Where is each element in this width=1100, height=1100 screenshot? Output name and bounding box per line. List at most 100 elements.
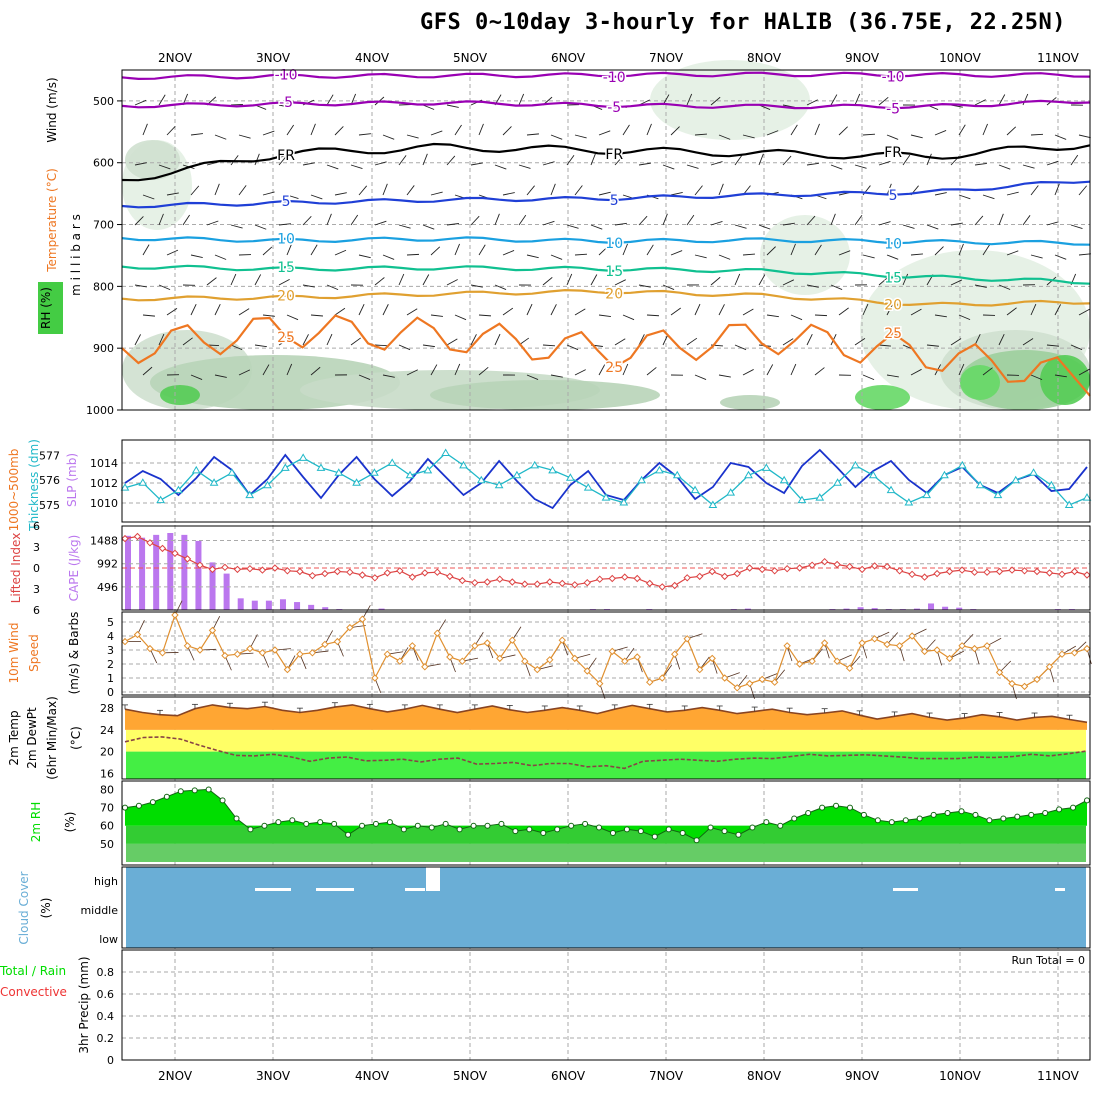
li-line-point [621,573,629,581]
date-label-bottom: 7NOV [649,1069,684,1083]
wind-barb [638,284,651,288]
wind-barb [854,93,861,106]
wind-barb [286,363,293,376]
wind-speed-line-point [433,629,442,637]
wind-barb [230,344,243,351]
wind-barb [502,307,514,316]
wind-speed-line-point [471,642,479,650]
dewpoint-line [124,736,1088,770]
wind-barb [590,274,598,286]
contour-label: 15 [605,264,623,280]
wind-speed-line-point [983,642,991,650]
wind-barb [1006,191,1019,196]
wind-barb [982,367,993,376]
cloud-tick-label: low [99,933,118,946]
cape-bar [928,603,935,610]
wind-barb [262,191,275,196]
wind-barb [238,134,251,139]
cape-tick-label: 1488 [90,535,118,548]
date-label-bottom: 4NOV [355,1069,390,1083]
contour-label: 25 [277,330,295,346]
wind-barb [182,337,193,346]
wind-speed-line-point [371,674,379,682]
wind-barb [238,185,247,196]
wind-barb [158,284,171,291]
wind-speed-line-point [820,639,829,647]
wind-barb [574,308,586,316]
wind-barb [886,134,899,140]
cloud-tick-label: high [94,875,118,888]
cape-bar [843,608,850,610]
li-line-point [533,580,541,588]
contour-label: 15 [884,271,902,287]
wind-barb [1078,185,1088,196]
wind-barb [1006,250,1019,256]
wind-barb [302,284,315,288]
wind-barb [974,284,987,288]
wind-barb [910,308,922,316]
wind-barb [686,164,699,169]
thickness-label-1: 1000~500mb [7,449,21,532]
thickness-point [370,468,379,476]
wind-barb [662,213,668,226]
wind-barb [1030,185,1039,196]
wind-barb [830,94,838,106]
cape-bar [294,602,301,610]
wind-barb [886,374,899,378]
wind-barb [974,334,981,346]
wind-barb [190,185,200,196]
date-label-bottom: 8NOV [747,1069,782,1083]
rh-line-point [582,820,589,827]
wind-barb [358,303,365,316]
cape-label: CAPE (J/kg) [67,535,81,602]
rh-line-point [1042,810,1049,817]
wind-barb [190,374,203,380]
wind-barb [598,364,606,376]
wind-tick-label: 3 [107,644,114,657]
contour-label: 10 [605,236,623,252]
wind-barb [1022,215,1031,226]
wind-barb [1046,221,1059,226]
wind-barb [1030,133,1044,136]
temp-line [124,704,1088,724]
wind-speed-line-point [883,640,891,649]
wind-speed-line-point [283,665,292,674]
rh-line-point [805,810,812,817]
wind-barb [518,214,527,226]
rh-line-point [219,797,226,804]
rh-tick-label: 70 [100,802,114,815]
wind-barb [334,307,346,316]
wind-barb [206,277,217,286]
rh-line [124,788,1088,841]
wind-speed-line-point [221,651,229,660]
wind-speed-line-point [808,657,816,665]
wind-barb [374,277,385,286]
wind-speed-line-point [496,654,504,663]
rh-line-point [498,820,505,827]
wind-barb [446,279,458,286]
wind-barb [742,253,755,256]
thickness-tick-label: 575 [39,499,60,512]
wind-speed-line-point [208,626,217,635]
rh-line-point [833,802,840,809]
thickness-point [797,495,807,504]
wind-barb [998,284,1011,290]
wind-barb [934,192,947,196]
wind-speed-line-point [558,636,566,644]
wind-barb [134,162,147,166]
wind-barb [454,243,460,256]
wind-speed-line-point [908,632,916,640]
wind-axis-label: Wind (m/s) [45,77,59,142]
cape-bar [167,533,174,610]
wind-speed-line-point [133,630,142,639]
rh-line-point [442,820,449,827]
wind-barb [766,364,774,376]
wind-panel-frame [121,611,1091,696]
thickness-point [957,460,967,469]
wind-barb [454,363,461,376]
wind-barb [758,224,771,230]
wind-barb [902,224,915,229]
wind-barb [878,221,891,226]
li-line-point [221,563,229,572]
wind-barb [190,303,197,316]
